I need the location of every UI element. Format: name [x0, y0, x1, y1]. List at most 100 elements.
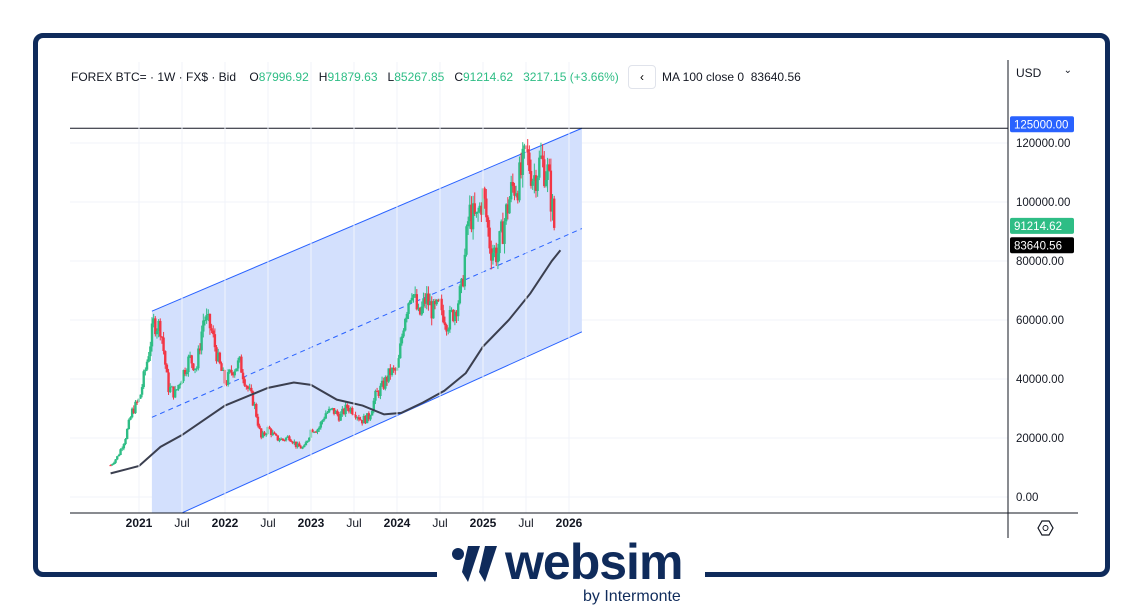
candle-body	[458, 286, 462, 304]
candle-body	[468, 204, 471, 222]
candle-body	[218, 352, 222, 364]
currency-select[interactable]: USD ⌄	[1010, 62, 1078, 84]
candle-body	[238, 356, 241, 361]
candle-body	[432, 301, 435, 319]
candle-body	[327, 408, 331, 413]
candle-body	[160, 336, 164, 338]
candle-body	[437, 299, 440, 302]
candle-body	[172, 386, 175, 398]
ma-legend[interactable]: MA 100 close 0 83640.56	[662, 70, 801, 84]
candle-body	[380, 380, 384, 386]
candle-body	[208, 313, 212, 329]
candle-body	[519, 162, 523, 175]
chevron-down-icon: ⌄	[1063, 65, 1072, 76]
candle-body	[258, 425, 261, 429]
candle-body	[549, 170, 553, 212]
candle-body	[203, 320, 207, 322]
candle-body	[195, 368, 198, 370]
candle-body	[404, 318, 407, 331]
candle-body	[150, 323, 154, 347]
candle-body	[360, 420, 364, 424]
candle-body	[276, 435, 279, 441]
candle-body	[240, 356, 243, 373]
candle-body	[321, 420, 324, 423]
candle-body	[122, 444, 126, 449]
candle-body	[215, 347, 218, 362]
x-tick-label: Jul	[260, 516, 275, 530]
candle-body	[463, 254, 467, 287]
candle-body	[491, 252, 495, 261]
candle-body	[190, 355, 193, 364]
candle-body	[418, 307, 422, 315]
collapse-legend-button[interactable]: ‹	[628, 65, 656, 89]
candle-body	[127, 419, 131, 430]
candle-body	[362, 415, 366, 424]
candle-body	[392, 368, 395, 370]
price-label: 91214.62	[1014, 221, 1062, 233]
candle-body	[453, 311, 457, 322]
candle-body	[326, 412, 329, 414]
x-tick-label: Jul	[518, 516, 533, 530]
candle-body	[304, 442, 308, 446]
candle-body	[301, 447, 304, 449]
candle-body	[132, 408, 135, 414]
candle-body	[516, 193, 519, 201]
candle-body	[193, 368, 197, 371]
candle-body	[233, 371, 236, 376]
candle-body	[274, 434, 278, 436]
ma-value: 83640.56	[750, 70, 801, 84]
candle-body	[548, 164, 551, 171]
candle-body	[178, 384, 182, 386]
candle-body	[442, 310, 445, 323]
candle-body	[470, 204, 473, 230]
candle-body	[394, 368, 397, 371]
candle-body	[286, 436, 289, 438]
candle-body	[169, 387, 172, 393]
symbol-label[interactable]: FOREX BTC= · 1W · FX$ · Bid	[71, 70, 237, 84]
y-tick-label: 100000.00	[1016, 197, 1070, 209]
candle-body	[541, 155, 544, 160]
candle-body	[390, 368, 394, 375]
x-tick-label: 2026	[556, 516, 583, 530]
candle-body	[384, 377, 387, 389]
ma100-line	[110, 249, 562, 475]
candle-body	[188, 355, 192, 357]
x-tick-label: 2021	[126, 516, 153, 530]
candle-body	[332, 408, 336, 414]
settings-icon[interactable]	[1037, 520, 1054, 536]
ma-label: MA 100 close 0	[662, 70, 745, 84]
candle-body	[473, 203, 476, 214]
candle-body	[256, 416, 260, 426]
candle-body	[389, 368, 392, 375]
candle-body	[357, 417, 361, 420]
candle-body	[243, 379, 246, 386]
candle-body	[496, 253, 500, 263]
plot-area	[70, 127, 1008, 513]
candle-body	[317, 427, 321, 430]
candle-body	[341, 408, 344, 414]
candle-body	[495, 247, 498, 263]
candle-body	[207, 313, 210, 316]
candle-body	[125, 429, 129, 439]
change-value: 3217.15 (+3.66%)	[523, 70, 619, 84]
candle-body	[422, 298, 425, 307]
candle-body	[124, 438, 127, 445]
candle-body	[509, 182, 513, 200]
candle-body	[306, 440, 309, 443]
candle-body	[162, 337, 165, 352]
candle-body	[314, 431, 318, 433]
candle-body	[205, 315, 208, 321]
candle-body	[260, 428, 263, 438]
x-tick-label: 2023	[298, 516, 325, 530]
candle-body	[129, 417, 132, 420]
candle-body	[202, 320, 205, 332]
x-tick-label: 2022	[212, 516, 239, 530]
low-value: 85267.85	[394, 70, 445, 84]
candle-body	[197, 348, 200, 369]
candle-body	[528, 152, 531, 171]
candle-body	[324, 413, 327, 419]
candle-body	[379, 385, 382, 397]
candle-body	[539, 155, 543, 158]
channel-middle-line	[151, 228, 583, 418]
